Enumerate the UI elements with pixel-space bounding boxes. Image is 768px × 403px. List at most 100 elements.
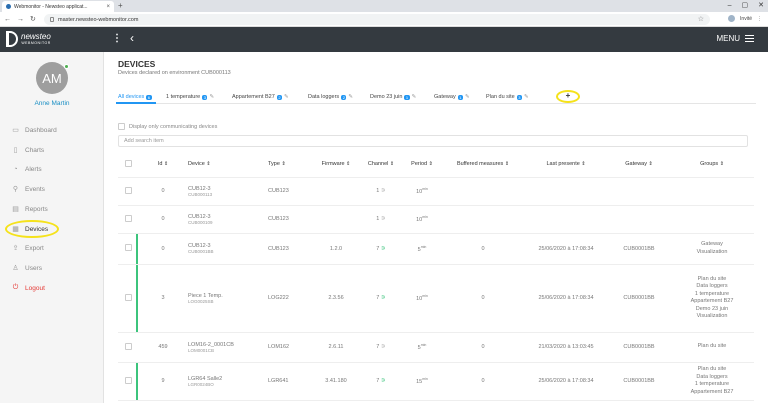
device-cell[interactable]: LOM16-2_0001CB LOM0001CB — [188, 332, 268, 363]
channel-cell: 7 ⚞ — [360, 362, 402, 401]
row-select-cell[interactable] — [118, 233, 138, 265]
tab-data-loggers[interactable]: Data loggers 2 ✎ — [308, 94, 353, 100]
sidebar-item-label: Dashboard — [25, 126, 57, 134]
col-gateway[interactable]: Gateway ⇕ — [608, 152, 670, 178]
edit-pencil-icon[interactable]: ✎ — [411, 94, 417, 100]
table-row[interactable]: 9 LGR64 Salle2 LGR0024BO LGR641 3.41.180 … — [118, 362, 754, 401]
device-serial: LOM0001CB — [188, 347, 215, 353]
row-checkbox[interactable] — [124, 376, 132, 384]
col-device[interactable]: Device ⇕ — [188, 152, 268, 178]
sidebar-item-export[interactable]: ⇪ Export — [12, 244, 44, 253]
groups-cell — [670, 177, 754, 206]
new-tab-button[interactable]: + — [118, 1, 123, 10]
sidebar-item-logout[interactable]: ⏻ Logout — [12, 284, 45, 292]
only-communicating-filter[interactable]: Display only communicating devices — [118, 123, 217, 130]
add-group-tab-button[interactable]: + — [556, 90, 580, 103]
edit-pencil-icon[interactable]: ✎ — [284, 94, 289, 100]
row-checkbox[interactable] — [124, 293, 132, 301]
select-all-checkbox[interactable] — [124, 159, 132, 167]
period-value: 10 — [416, 188, 423, 195]
device-serial: CUB000109 — [188, 219, 213, 225]
sidebar-item-events[interactable]: ⚲ Events — [12, 185, 45, 194]
col-period[interactable]: Period ⇕ — [402, 152, 442, 178]
table-row[interactable]: 459 LOM16-2_0001CB LOM0001CB LOM162 2.6.1… — [118, 332, 754, 363]
user-name[interactable]: Anne Martin — [34, 100, 70, 107]
col-buffered[interactable]: Buffered measures ⇕ — [442, 152, 524, 178]
maximize-button[interactable]: ▢ — [741, 2, 749, 9]
col-groups[interactable]: Groups ⇕ — [670, 152, 754, 178]
row-select-cell[interactable] — [118, 205, 138, 234]
device-cell[interactable]: Piece 1 Temp. LOG0025SB — [188, 264, 268, 333]
last-presence: 21/03/2020 à 13:03:45 — [524, 332, 608, 363]
tab-1-temperature[interactable]: 1 temperature 3 ✎ — [166, 94, 214, 100]
device-cell[interactable]: CUB12-3 CUB000113 — [188, 177, 268, 206]
channel-value: 1 — [376, 216, 380, 222]
table-row[interactable]: 0 CUB12-3 CUB0001BB CUB123 1.2.0 7 ⚞ 5min… — [118, 233, 754, 265]
row-select-cell[interactable] — [118, 362, 138, 401]
collapse-sidebar-icon[interactable]: ‹ — [130, 31, 134, 45]
table-row[interactable]: 3 Piece 1 Temp. LOG0025SB LOG222 2.3.56 7… — [118, 264, 754, 333]
sidebar-item-users[interactable]: ♙ Users — [12, 264, 42, 273]
device-cell[interactable]: CUB12-3 CUB000109 — [188, 205, 268, 234]
col-channel-label: Channel — [367, 161, 389, 168]
row-select-cell[interactable] — [118, 177, 138, 206]
browser-tab[interactable]: Webmonitor - Newsteo applicat... × — [2, 1, 114, 12]
col-type[interactable]: Type ⇕ — [268, 152, 312, 178]
row-checkbox[interactable] — [124, 186, 132, 194]
sidebar-item-reports[interactable]: ▤ Reports — [12, 205, 48, 214]
device-id: 3 — [138, 264, 188, 333]
row-checkbox[interactable] — [124, 342, 132, 350]
reload-icon[interactable]: ↻ — [30, 16, 36, 23]
device-cell[interactable]: LGR64 Salle2 LGR0024BO — [188, 362, 268, 401]
sort-icon: ⇕ — [389, 161, 395, 168]
search-input[interactable]: Add search item — [118, 135, 748, 147]
col-last-presence[interactable]: Last presente ⇕ — [524, 152, 608, 178]
select-all-header[interactable] — [118, 152, 138, 178]
col-id[interactable]: Id ⇕ — [138, 152, 188, 178]
minimize-button[interactable]: – — [727, 2, 732, 9]
buffered-measures: 0 — [442, 233, 524, 265]
address-bar[interactable]: master.newsteo-webmonitor.com ☆ — [44, 14, 710, 25]
table-row[interactable]: 0 CUB12-3 CUB000113 CUB123 1 ⚞ 10min — [118, 177, 754, 206]
browser-profile[interactable]: Invité ⋮ — [728, 15, 762, 22]
tab-all-devices[interactable]: All devices 6 — [118, 94, 152, 100]
col-firmware[interactable]: Firmware ⇕ — [312, 152, 360, 178]
forward-arrow-icon[interactable]: → — [17, 16, 24, 23]
row-select-cell[interactable] — [118, 264, 138, 333]
browser-menu-icon[interactable]: ⋮ — [757, 15, 762, 22]
reports-icon: ▤ — [12, 206, 19, 213]
tab-label: 1 temperature — [166, 94, 201, 100]
row-select-cell[interactable] — [118, 332, 138, 363]
sort-icon: ⇕ — [163, 161, 169, 168]
sidebar-item-charts[interactable]: ▯ Charts — [12, 146, 45, 155]
edit-pencil-icon[interactable]: ✎ — [348, 94, 354, 100]
sidebar-item-label: Events — [25, 185, 45, 193]
close-tab-icon[interactable]: × — [106, 3, 110, 10]
avatar[interactable]: AM — [36, 62, 68, 94]
sidebar-item-dashboard[interactable]: ▭ Dashboard — [12, 126, 57, 135]
channel-cell: 7 ⚞ — [360, 233, 402, 265]
tab-count-badge: 3 — [202, 94, 208, 100]
only-communicating-checkbox[interactable] — [118, 123, 125, 130]
edit-pencil-icon[interactable]: ✎ — [464, 94, 470, 100]
table-row[interactable]: 0 CUB12-3 CUB000109 CUB123 1 ⚞ 10min — [118, 205, 754, 234]
row-checkbox[interactable] — [124, 214, 132, 222]
close-window-button[interactable]: ✕ — [758, 2, 764, 9]
main-menu-button[interactable]: MENU — [716, 34, 754, 43]
tab-demo-23-juin[interactable]: Demo 23 juin 1 ✎ — [370, 94, 416, 100]
edit-pencil-icon[interactable]: ✎ — [523, 94, 529, 100]
sidebar-item-alerts[interactable]: ◔ Alerts — [12, 166, 41, 173]
bookmark-star-icon[interactable]: ☆ — [697, 16, 704, 23]
highlight-ring — [5, 220, 59, 238]
row-checkbox[interactable] — [124, 244, 132, 251]
signal-icon: ⚞ — [380, 344, 386, 350]
tab-gateway[interactable]: Gateway 1 ✎ — [434, 94, 470, 100]
tab-plan-du-site[interactable]: Plan du site 3 ✎ — [486, 94, 529, 100]
back-arrow-icon[interactable]: ← — [4, 16, 11, 23]
tab-appartement-b27[interactable]: Appartement B27 2 ✎ — [232, 94, 289, 100]
device-cell[interactable]: CUB12-3 CUB0001BB — [188, 233, 268, 265]
edit-pencil-icon[interactable]: ✎ — [209, 94, 215, 100]
newsteo-logo[interactable]: newsteo WEBMONITOR — [6, 31, 51, 47]
kebab-menu-icon[interactable]: ⋮ — [112, 33, 122, 44]
col-channel[interactable]: Channel ⇕ — [360, 152, 402, 178]
